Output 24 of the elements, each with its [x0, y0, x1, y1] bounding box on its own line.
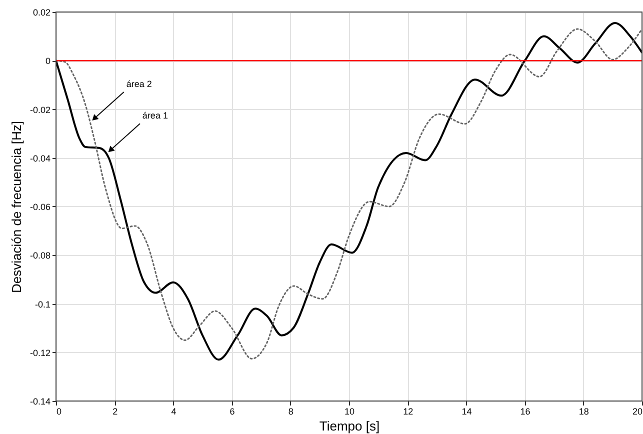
y-axis-title: Desviación de frecuencia [Hz] — [8, 121, 24, 293]
x-tick-label: 16 — [520, 406, 530, 416]
y-tick-label: 0 — [45, 56, 50, 66]
x-tick-label: 20 — [632, 406, 642, 416]
y-tick-label: 0.02 — [32, 8, 50, 18]
x-tick-label: 18 — [578, 406, 589, 416]
y-tick-label: -0.1 — [34, 299, 50, 310]
x-tick-label: 6 — [230, 406, 235, 416]
y-tick-label: -0.02 — [30, 104, 50, 115]
x-tick-label: 2 — [112, 406, 118, 416]
x-tick-label: 14 — [462, 406, 472, 416]
x-axis-title: Tiempo [s] — [319, 418, 380, 434]
x-tick-label: 12 — [403, 406, 414, 416]
y-tick-label: -0.04 — [30, 153, 50, 164]
y-tick-label: -0.08 — [30, 250, 50, 261]
y-tick-label: -0.12 — [30, 348, 50, 358]
x-tick-label: 4 — [171, 406, 176, 416]
x-tick-label: 8 — [288, 406, 294, 416]
annotation: área 2 — [126, 78, 152, 89]
y-tick-label: -0.14 — [30, 396, 50, 406]
x-tick-label: 10 — [344, 406, 355, 416]
y-tick-label: -0.06 — [30, 202, 50, 212]
x-tick-label: 0 — [56, 406, 62, 416]
annotation: área 1 — [142, 110, 168, 120]
